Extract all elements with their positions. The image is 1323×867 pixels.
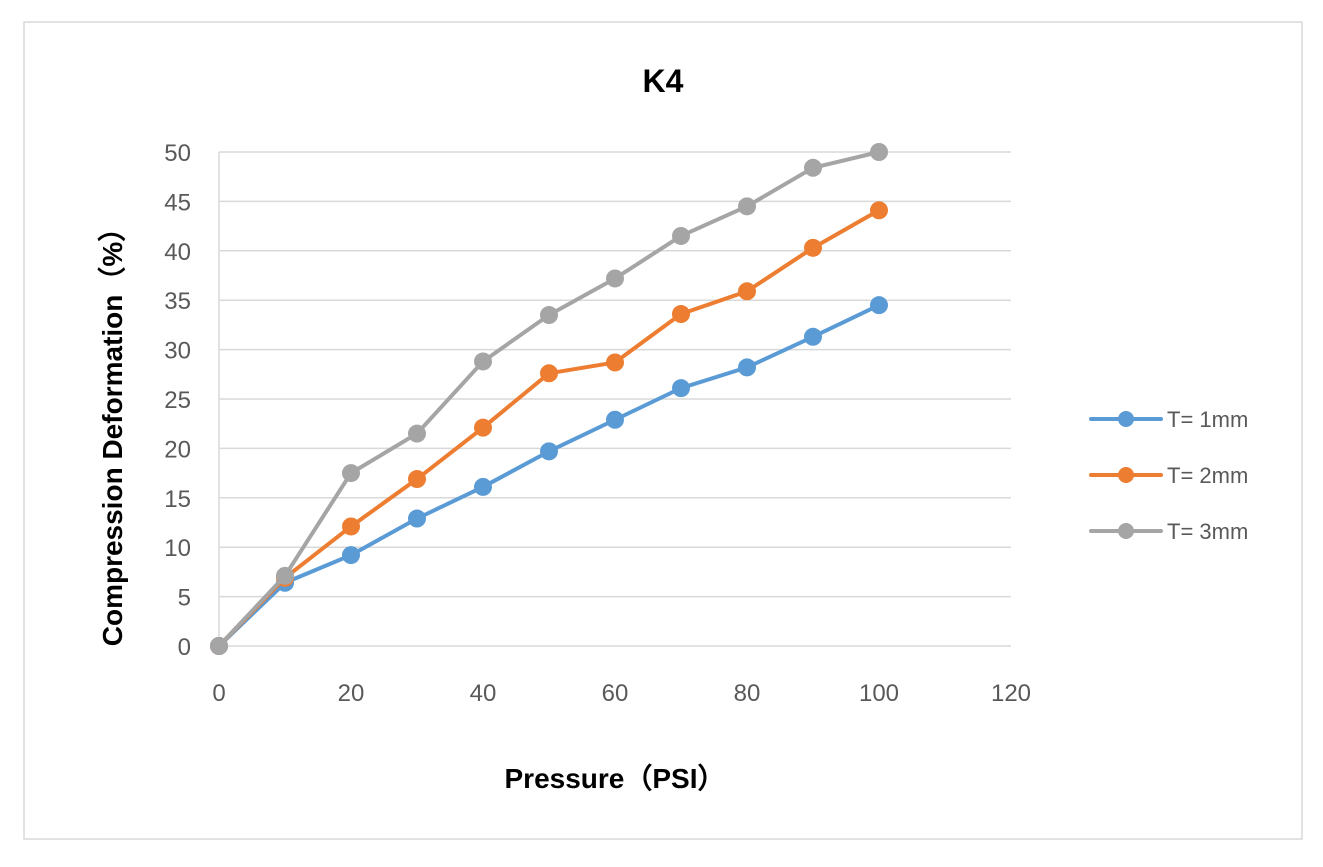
data-point <box>672 305 690 324</box>
x-tick-label: 120 <box>991 680 1031 707</box>
legend-label: T= 1mm <box>1167 407 1248 432</box>
data-point <box>738 358 756 377</box>
data-point <box>474 418 492 437</box>
data-point <box>474 477 492 496</box>
y-tick-label: 20 <box>164 436 191 463</box>
data-point <box>606 410 624 429</box>
data-point <box>672 226 690 245</box>
data-point <box>804 238 822 257</box>
y-axis-title: Compression Deformation（%） <box>96 214 128 647</box>
legend-label: T= 3mm <box>1167 519 1248 544</box>
data-point <box>672 379 690 398</box>
x-tick-label: 20 <box>338 680 365 707</box>
data-point <box>276 566 294 585</box>
x-tick-label: 0 <box>212 680 225 707</box>
data-point <box>540 364 558 383</box>
y-tick-label: 35 <box>164 288 191 315</box>
x-tick-label: 60 <box>602 680 629 707</box>
legend-item: T= 3mm <box>1089 519 1248 544</box>
legend-marker <box>1118 411 1134 427</box>
y-tick-label: 30 <box>164 338 191 365</box>
data-point <box>342 464 360 483</box>
x-tick-label: 40 <box>470 680 497 707</box>
legend-item: T= 2mm <box>1089 463 1248 488</box>
y-tick-label: 45 <box>164 189 191 216</box>
data-point <box>738 282 756 301</box>
y-tick-label: 0 <box>178 634 191 661</box>
legend-item: T= 1mm <box>1089 407 1248 432</box>
x-axis-title: Pressure（PSI） <box>505 762 726 794</box>
data-point <box>540 306 558 325</box>
chart-title: K4 <box>643 63 684 99</box>
data-point <box>540 442 558 461</box>
series-2 <box>210 201 888 655</box>
data-point <box>408 509 426 528</box>
data-point <box>408 470 426 489</box>
data-point <box>804 158 822 177</box>
legend-marker <box>1118 467 1134 483</box>
data-point <box>606 269 624 288</box>
data-point <box>804 327 822 346</box>
y-tick-label: 50 <box>164 140 191 167</box>
y-tick-label: 10 <box>164 535 191 562</box>
legend-label: T= 2mm <box>1167 463 1248 488</box>
data-point <box>342 546 360 565</box>
data-point <box>210 637 228 655</box>
y-tick-label: 25 <box>164 387 191 414</box>
x-tick-label: 80 <box>734 680 761 707</box>
data-point <box>408 424 426 443</box>
data-point <box>870 296 888 315</box>
chart-border <box>23 21 1303 840</box>
y-tick-label: 15 <box>164 486 191 513</box>
data-point <box>606 353 624 372</box>
data-point <box>870 201 888 220</box>
data-point <box>738 197 756 216</box>
data-point <box>474 352 492 371</box>
y-tick-label: 40 <box>164 239 191 266</box>
data-point <box>870 143 888 161</box>
x-tick-label: 100 <box>859 680 899 707</box>
legend-marker <box>1118 523 1134 539</box>
series-3 <box>210 143 888 655</box>
y-tick-label: 5 <box>178 585 191 612</box>
data-point <box>342 517 360 536</box>
